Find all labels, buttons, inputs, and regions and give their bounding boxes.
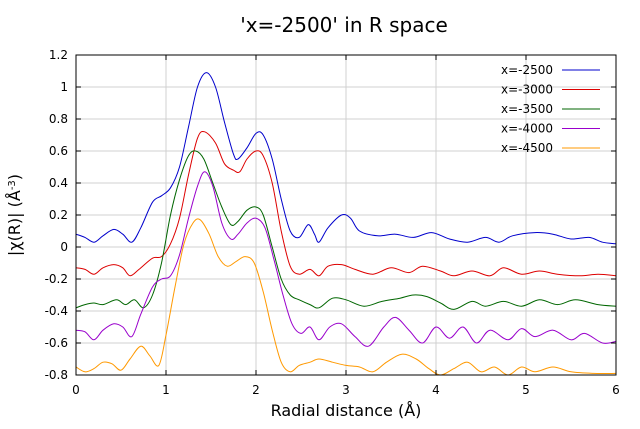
chart-title: 'x=-2500' in R space [240, 13, 448, 37]
x-tick-label: 2 [252, 383, 260, 397]
legend-label: x=-3500 [501, 102, 553, 116]
y-tick-label: 0 [60, 240, 68, 254]
legend-label: x=-2500 [501, 63, 553, 77]
series-line-x=-3000 [76, 130, 616, 277]
x-tick-label: 1 [162, 383, 170, 397]
grid-layer [76, 55, 616, 375]
y-axis-label-main: |χ(R)| (Å [5, 190, 24, 256]
x-tick-label: 5 [522, 383, 530, 397]
y-tick-label: 1 [60, 80, 68, 94]
legend-label: x=-4000 [501, 122, 553, 136]
y-axis-label-close: ) [5, 174, 24, 180]
y-tick-label: 0.8 [49, 112, 68, 126]
y-tick-label: -0.8 [45, 368, 68, 382]
legend-label: x=-4500 [501, 141, 553, 155]
y-tick-label: -0.6 [45, 336, 68, 350]
x-axis-label: Radial distance (Å) [271, 401, 422, 420]
series-line-x=-3500 [76, 150, 616, 310]
y-tick-label: -0.2 [45, 272, 68, 286]
x-tick-label: 3 [342, 383, 350, 397]
series-line-x=-4500 [76, 218, 616, 375]
series-layer [76, 72, 616, 375]
series-line-x=-4000 [76, 171, 616, 347]
x-tick-label: 6 [612, 383, 620, 397]
y-tick-label: 0.6 [49, 144, 68, 158]
series-line-x=-2500 [76, 72, 616, 245]
y-axis-label-sup: -3 [7, 180, 18, 190]
y-tick-label: 1.2 [49, 48, 68, 62]
y-tick-label: -0.4 [45, 304, 68, 318]
y-tick-label: 0.4 [49, 176, 68, 190]
tick-layer: 0 1 2 3 4 5 6 -0.8 -0.6 -0.4 -0.2 0 0.2 0.4 0.6 0.8 1 1.2 [45, 48, 620, 397]
x-tick-label: 0 [72, 383, 80, 397]
legend: x=-2500 x=-3000 x=-3500 x=-4000 x=-4500 [501, 63, 600, 155]
y-axis-label: |χ(R)| (Å-3) [5, 174, 24, 256]
legend-label: x=-3000 [501, 83, 553, 97]
y-tick-label: 0.2 [49, 208, 68, 222]
x-tick-label: 4 [432, 383, 440, 397]
